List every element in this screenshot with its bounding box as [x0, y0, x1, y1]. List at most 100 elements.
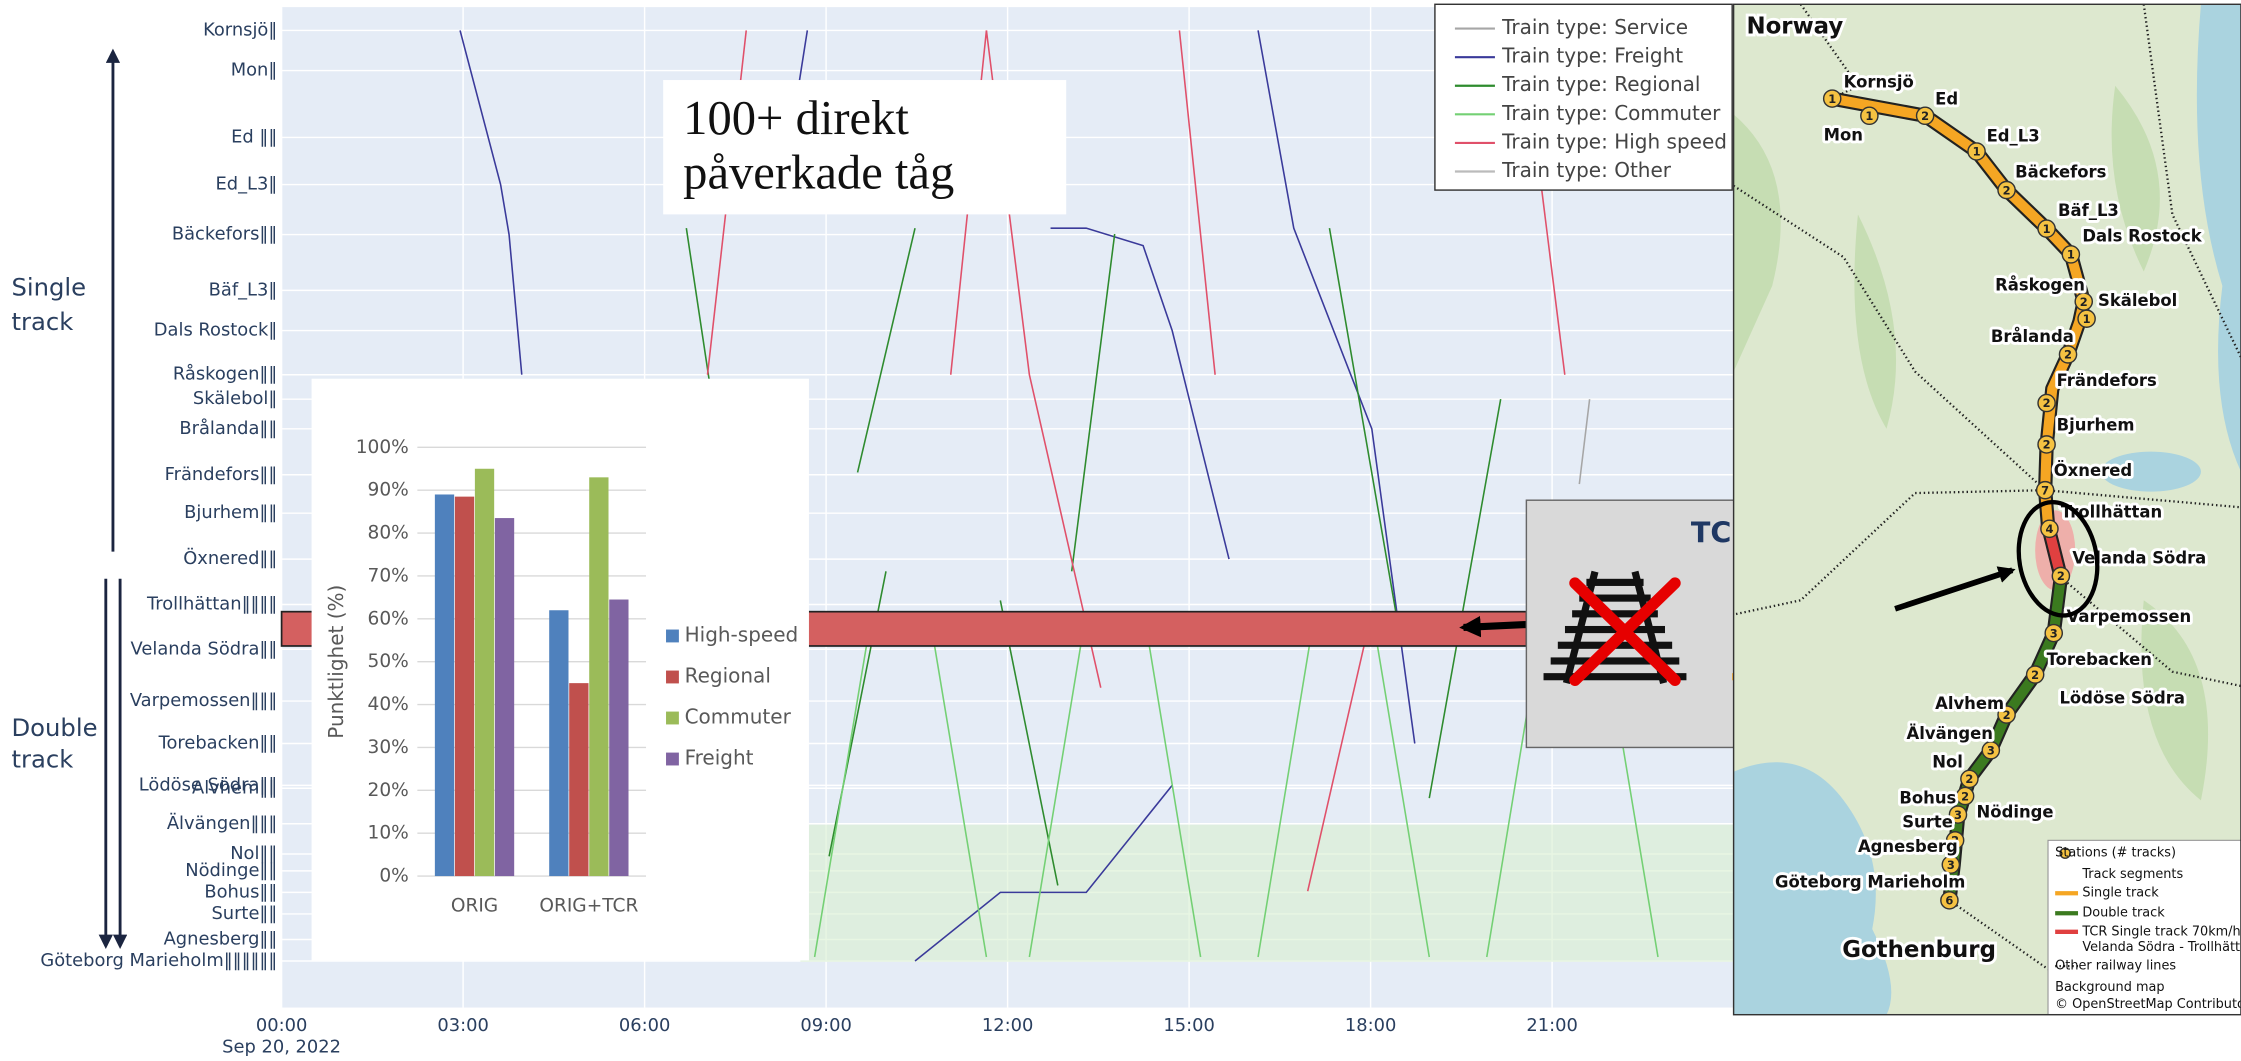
x-date-label: Sep 20, 2022 [222, 1037, 341, 1058]
map-legend-label: TCR Single track 70km/h: [2081, 924, 2241, 939]
legend-label: Train type: High speed [1501, 129, 1727, 153]
map-forest [1733, 114, 1781, 372]
station-label: Råskogen [1995, 275, 2085, 294]
station-tracks: 6 [1945, 894, 1953, 908]
station-marker [2077, 309, 2096, 328]
station-tracks: 1 [2083, 312, 2091, 326]
x-tick-label: 00:00 [256, 1015, 307, 1036]
station-tracks: 3 [2050, 626, 2058, 640]
train-path [1306, 611, 1373, 892]
legend-label: Train type: Commuter [1501, 101, 1721, 125]
station-tracks: 1 [1973, 145, 1981, 159]
x-tick-label: 18:00 [1345, 1015, 1396, 1036]
legend-label: Freight [685, 746, 754, 770]
station-marker [1997, 705, 2016, 724]
map-lake [2100, 451, 2201, 492]
other-railway [1733, 184, 2046, 492]
tcr-arrow [1459, 615, 1527, 638]
y-tick-label: Bohus‖‖ [204, 881, 277, 902]
y-tick-label: Ed ‖‖ [231, 126, 277, 147]
station-marker [2037, 219, 2056, 238]
station-label: Nödinge [1977, 803, 2054, 822]
y-tick-label: Öxnered‖‖ [183, 547, 277, 569]
station-marker [1941, 855, 1961, 874]
station-label: Bäf_L3 [2058, 201, 2119, 220]
station-label: Skälebol [2098, 291, 2177, 310]
map-country: Norway [1746, 14, 1843, 40]
station-label: Bjurhem [2057, 415, 2135, 434]
legend-label: Train type: Service [1501, 15, 1688, 39]
station-label: Dals Rostock [2082, 227, 2202, 246]
bar [454, 496, 475, 877]
legend-symbol [2059, 847, 2071, 859]
y-tick-label: Mon‖ [231, 60, 278, 81]
annotation-text: 100+ direkt [683, 91, 909, 145]
train-path [1328, 228, 1402, 642]
train-path [1428, 399, 1502, 799]
y-axis-title: Punktlighet (%) [324, 585, 348, 739]
other-railway [2060, 576, 2241, 688]
station-tracks: 3 [1987, 744, 1995, 758]
map-forest [1854, 214, 1897, 429]
station-tracks: 4 [2045, 522, 2053, 536]
station-marker [2025, 665, 2045, 684]
station-label: Nol [1932, 753, 1963, 772]
station-label: Bohus [1899, 788, 1956, 807]
train-path [1257, 611, 1316, 958]
station-label: Ed [1935, 90, 1958, 109]
bar [494, 518, 515, 877]
station-marker [2051, 566, 2071, 586]
y-tick-label: Alvhem‖‖ [192, 777, 277, 798]
station-tracks: 2 [1961, 789, 1969, 803]
station-label: Ed_L3 [1987, 127, 2040, 146]
y-tick-label: 0% [379, 866, 408, 887]
station-tracks: 2 [2031, 668, 2039, 682]
station-label: Älvängen [1907, 724, 1993, 743]
other-railway [1733, 489, 2046, 616]
cross-icon [1569, 577, 1681, 686]
station-marker [1997, 180, 2016, 200]
station-tracks: 3 [1947, 858, 1955, 872]
legend-swatch [666, 752, 679, 766]
y-tick-label: Älvängen‖‖‖ [167, 813, 277, 834]
station-tracks: 3 [1954, 808, 1962, 822]
station-marker [2061, 245, 2081, 264]
train-path [914, 784, 1173, 962]
station-tracks: 2 [2043, 396, 2051, 410]
track-icon [1572, 610, 1658, 618]
station-label: Frändefors [2057, 371, 2157, 390]
station-marker [1940, 891, 1959, 910]
annotation: Double [11, 713, 97, 742]
map-legend-label: Track segments [2081, 867, 2183, 882]
station-marker [2037, 393, 2056, 413]
station-label: Öxnered [2054, 461, 2132, 480]
y-tick-label: 30% [368, 737, 409, 758]
station-tracks: 2 [2064, 348, 2072, 362]
station-label: Torebacken [2047, 650, 2152, 669]
y-tick-label: 20% [368, 780, 409, 801]
bar [609, 599, 629, 877]
annotation-text: påverkade tåg [683, 145, 954, 199]
station-label: Velanda Södra [2072, 548, 2206, 567]
legend-label: High-speed [685, 622, 799, 646]
map-legend-label: Stations (# tracks) [2055, 846, 2176, 861]
x-tick-label: 09:00 [800, 1015, 851, 1036]
station-marker [1860, 106, 1879, 126]
y-tick-label: Surte‖‖ [211, 903, 277, 924]
y-tick-label: Dals Rostock‖ [154, 320, 278, 341]
highlight-ring [2016, 499, 2100, 618]
station-label: Trollhättan [2061, 503, 2162, 522]
y-tick-label: Lödöse Södra‖‖ [139, 774, 278, 795]
legend-label: Train type: Regional [1501, 72, 1700, 96]
train-path [1050, 227, 1230, 560]
track-icon [1579, 594, 1651, 602]
y-tick-label: 10% [368, 823, 409, 844]
y-tick-label: Varpemossen‖‖‖ [130, 690, 277, 711]
other-railway [1799, 4, 1860, 100]
y-tick-label: 40% [368, 694, 409, 715]
bar [549, 610, 569, 877]
y-tick-label: Bäckefors‖‖ [172, 224, 277, 245]
y-tick-label: Kornsjö‖ [203, 19, 277, 40]
y-tick-label: Agnesberg‖‖ [164, 928, 278, 949]
legend-swatch [666, 711, 679, 725]
